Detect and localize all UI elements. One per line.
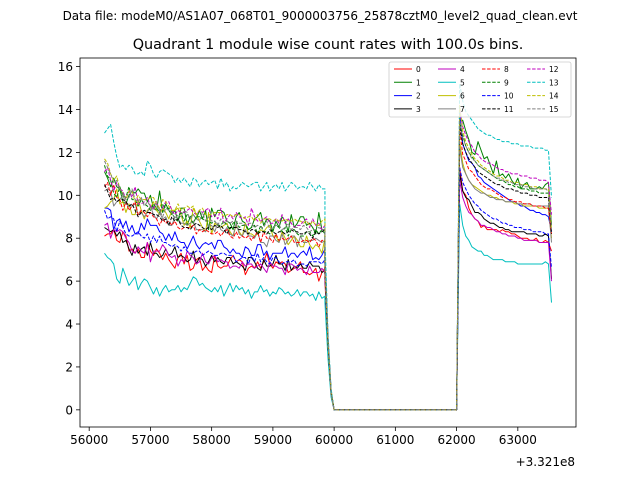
x-tick-label: 59000 <box>254 433 292 447</box>
x-tick-label: 58000 <box>193 433 231 447</box>
legend-label-12: 12 <box>549 65 559 74</box>
x-tick-label: 63000 <box>499 433 537 447</box>
legend-label-3: 3 <box>416 105 421 114</box>
legend-label-11: 11 <box>504 105 514 114</box>
legend-label-0: 0 <box>416 65 421 74</box>
series-line-8 <box>104 128 553 411</box>
x-tick-label: 57000 <box>131 433 169 447</box>
legend-label-13: 13 <box>549 78 559 87</box>
series-line-13 <box>104 83 553 411</box>
legend-label-8: 8 <box>504 65 509 74</box>
y-tick-label: 10 <box>58 189 73 203</box>
legend-label-9: 9 <box>504 78 509 87</box>
y-axis: 0 2 4 6 8 10 12 14 16 <box>58 60 80 417</box>
y-tick-label: 8 <box>65 232 73 246</box>
series-line-1 <box>104 119 553 411</box>
legend-label-15: 15 <box>549 105 559 114</box>
series-layer <box>104 83 553 411</box>
legend-label-1: 1 <box>416 78 421 87</box>
x-tick-label: 61000 <box>376 433 414 447</box>
series-line-12 <box>104 108 553 411</box>
series-line-5 <box>104 203 553 411</box>
plot-area-frame <box>79 57 577 428</box>
y-tick-label: 4 <box>65 318 73 332</box>
x-tick-label: 56000 <box>70 433 108 447</box>
y-tick-label: 0 <box>65 403 73 417</box>
legend-label-5: 5 <box>460 78 465 87</box>
legend-frame <box>388 61 572 118</box>
series-line-14 <box>104 104 553 411</box>
legend-label-7: 7 <box>460 105 465 114</box>
figure-suptitle: Data file: modeM0/AS1A07_068T01_90000037… <box>63 9 578 23</box>
x-axis-offset-label: +3.321e8 <box>516 455 575 469</box>
legend-label-6: 6 <box>460 92 465 101</box>
series-line-6 <box>104 141 553 411</box>
x-tick-label: 60000 <box>315 433 353 447</box>
series-line-10 <box>104 166 553 411</box>
series-line-2 <box>104 113 552 411</box>
y-tick-label: 12 <box>58 146 73 160</box>
y-tick-label: 2 <box>65 360 73 374</box>
series-line-9 <box>104 121 553 411</box>
legend-label-14: 14 <box>549 92 559 101</box>
legend-label-10: 10 <box>504 92 514 101</box>
chart-title: Quadrant 1 module wise count rates with … <box>133 37 524 53</box>
y-tick-label: 14 <box>58 103 73 117</box>
series-line-15 <box>104 119 553 411</box>
x-tick-label: 62000 <box>437 433 475 447</box>
x-axis: 56000 57000 58000 59000 60000 61000 62000 63000 <box>70 427 537 447</box>
series-line-3 <box>104 173 553 411</box>
series-line-4 <box>104 179 553 411</box>
legend-label-4: 4 <box>460 65 465 74</box>
y-tick-label: 16 <box>58 60 73 74</box>
legend-label-2: 2 <box>416 92 421 101</box>
y-tick-label: 6 <box>65 275 73 289</box>
